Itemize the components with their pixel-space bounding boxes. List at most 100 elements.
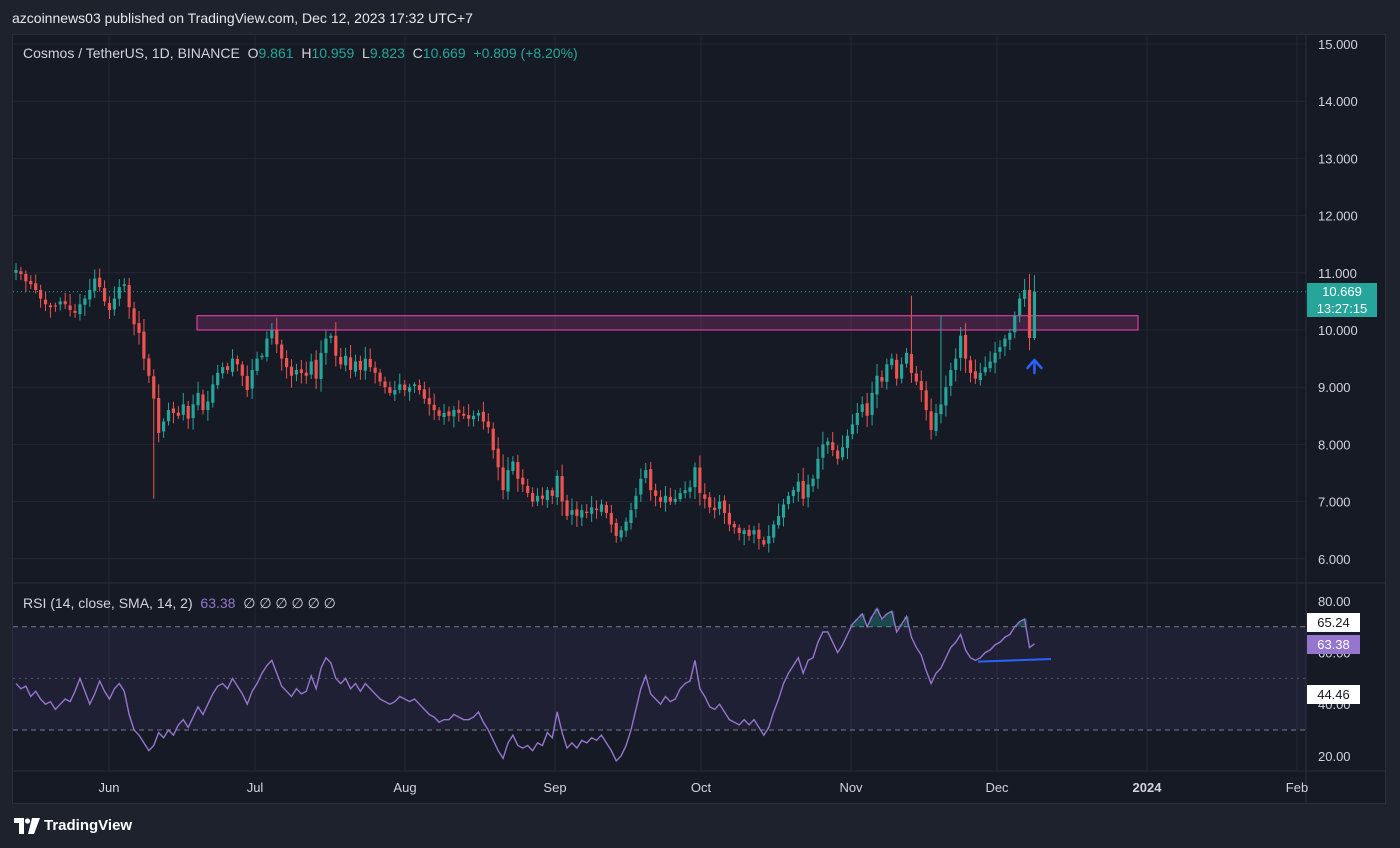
candle-body	[978, 372, 982, 381]
candle	[122, 278, 126, 292]
candle	[885, 358, 889, 390]
candle	[900, 357, 904, 384]
candle-body	[324, 338, 328, 353]
candle-body	[358, 360, 362, 371]
candle-body	[334, 335, 338, 356]
candle-body	[836, 450, 840, 459]
candle-body	[954, 358, 958, 370]
candle	[806, 474, 810, 508]
candle-body	[314, 359, 318, 379]
candle-body	[29, 281, 33, 285]
candle	[594, 500, 599, 519]
brand-name: TradingView	[44, 817, 133, 834]
candle	[904, 347, 909, 368]
candle	[216, 364, 220, 390]
candle	[314, 350, 318, 390]
candle-body	[78, 304, 82, 315]
candle	[501, 454, 505, 500]
candle-body	[162, 421, 166, 432]
candle	[221, 362, 225, 379]
candle	[137, 311, 141, 345]
candle	[162, 418, 166, 438]
candle	[348, 344, 353, 379]
candle-body	[968, 360, 973, 373]
candle-body	[786, 495, 791, 505]
candle	[24, 270, 28, 293]
candle-body	[703, 494, 707, 499]
chart-frame[interactable]	[12, 34, 1386, 804]
candle	[383, 376, 387, 394]
candle	[649, 461, 653, 501]
symbol-name[interactable]: Cosmos / TetherUS, 1D, BINANCE	[23, 45, 240, 61]
candle-body	[535, 495, 540, 502]
candle	[658, 490, 663, 508]
candle	[196, 381, 200, 411]
price-tag-value: 10.669	[1322, 284, 1362, 299]
candle-body	[14, 269, 18, 273]
candle	[211, 375, 215, 408]
candle-body	[353, 361, 358, 372]
rsi-label[interactable]: RSI (14, close, SMA, 14, 2)	[23, 595, 193, 611]
candle-body	[831, 442, 835, 451]
candle	[344, 347, 348, 372]
open-label: O	[247, 45, 259, 61]
candle-body	[870, 392, 874, 415]
candle	[1032, 275, 1037, 341]
candle-body	[890, 358, 894, 366]
candle	[895, 353, 899, 386]
candle-body	[644, 470, 648, 478]
candle	[48, 302, 53, 318]
candle	[732, 520, 736, 534]
time-tick-label: Dec	[985, 780, 1009, 795]
candle	[58, 297, 62, 311]
candle	[777, 503, 781, 529]
candle-body	[383, 381, 387, 388]
candle	[968, 355, 973, 383]
candle	[708, 491, 712, 514]
candle-body	[545, 490, 549, 501]
rsi-legend: RSI (14, close, SMA, 14, 2) 63.38 ∅ ∅ ∅ …	[23, 595, 336, 612]
candle-body	[265, 338, 269, 357]
candle	[870, 381, 874, 426]
candle	[157, 384, 161, 443]
candle-body	[481, 411, 485, 422]
candle-body	[98, 277, 102, 288]
change-value: +0.809 (+8.20%)	[473, 45, 578, 61]
tradingview-brand[interactable]: TradingView	[14, 817, 132, 834]
candle-body	[432, 404, 436, 411]
price-tick-label: 9.000	[1318, 380, 1351, 395]
rsi-tag-lower: 44.46	[1307, 685, 1360, 704]
candle-body	[501, 467, 505, 491]
candle-body	[521, 477, 525, 485]
candle	[786, 491, 791, 510]
candle	[747, 524, 751, 541]
candle-body	[147, 358, 151, 376]
candle	[496, 437, 500, 481]
candle	[698, 455, 702, 506]
candle	[998, 340, 1002, 360]
candle	[673, 489, 677, 505]
candle-body	[629, 510, 633, 523]
candle	[703, 483, 707, 509]
candle-body	[752, 530, 756, 535]
candle	[491, 422, 495, 459]
candle-body	[166, 410, 171, 422]
candle	[437, 407, 441, 421]
candle	[408, 383, 412, 401]
open-value: 9.861	[258, 45, 294, 61]
candle	[378, 368, 382, 387]
price-tick-label: 14.000	[1318, 94, 1358, 109]
candle	[511, 456, 515, 475]
candle	[235, 355, 239, 372]
candle-body	[840, 447, 845, 458]
candle	[722, 495, 727, 524]
candle	[821, 431, 825, 470]
candle-body	[555, 475, 559, 498]
candle-body	[378, 372, 382, 382]
candle	[1018, 293, 1022, 323]
candle	[107, 296, 112, 319]
candle	[845, 429, 850, 460]
candle-body	[363, 358, 367, 371]
candle	[717, 494, 722, 516]
